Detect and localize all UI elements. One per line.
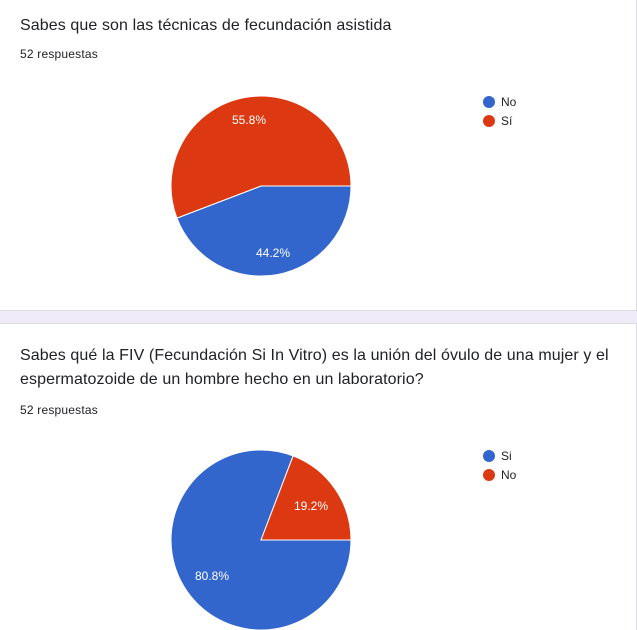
legend-dot-icon xyxy=(483,449,495,462)
slice-label-no: 19.2% xyxy=(294,499,328,513)
pie-slice-no[interactable] xyxy=(260,455,352,541)
question-title: Sabes que son las técnicas de fecundació… xyxy=(20,17,392,34)
legend-label: Sí xyxy=(501,113,513,128)
chart-legend: Si No xyxy=(483,446,516,484)
pie-chart: 44.2% 55.8% xyxy=(170,95,352,277)
legend-label: No xyxy=(501,467,517,482)
slice-label-si: 55.8% xyxy=(232,113,266,127)
pie-slice-si[interactable] xyxy=(170,95,352,219)
legend-label: Si xyxy=(501,448,512,463)
question-card-2: Sabes qué la FIV (Fecundación Si In Vitr… xyxy=(0,323,637,630)
slice-label-no: 44.2% xyxy=(256,246,290,260)
legend-item-si[interactable]: Sí xyxy=(483,111,516,130)
legend-dot-icon xyxy=(483,114,495,127)
legend-item-si[interactable]: Si xyxy=(483,446,516,465)
legend-label: No xyxy=(501,94,517,109)
response-count: 52 respuestas xyxy=(20,47,98,61)
question-card-1: Sabes que son las técnicas de fecundació… xyxy=(0,0,637,311)
legend-item-no[interactable]: No xyxy=(483,465,516,484)
card-separator xyxy=(0,311,637,323)
legend-item-no[interactable]: No xyxy=(483,92,516,111)
legend-dot-icon xyxy=(483,95,495,108)
slice-label-si: 80.8% xyxy=(195,569,229,583)
pie-slice-no[interactable] xyxy=(176,185,352,277)
chart-legend: No Sí xyxy=(483,92,516,130)
legend-dot-icon xyxy=(483,468,495,481)
question-title: Sabes qué la FIV (Fecundación Si In Vitr… xyxy=(20,347,609,388)
response-count: 52 respuestas xyxy=(20,403,98,417)
